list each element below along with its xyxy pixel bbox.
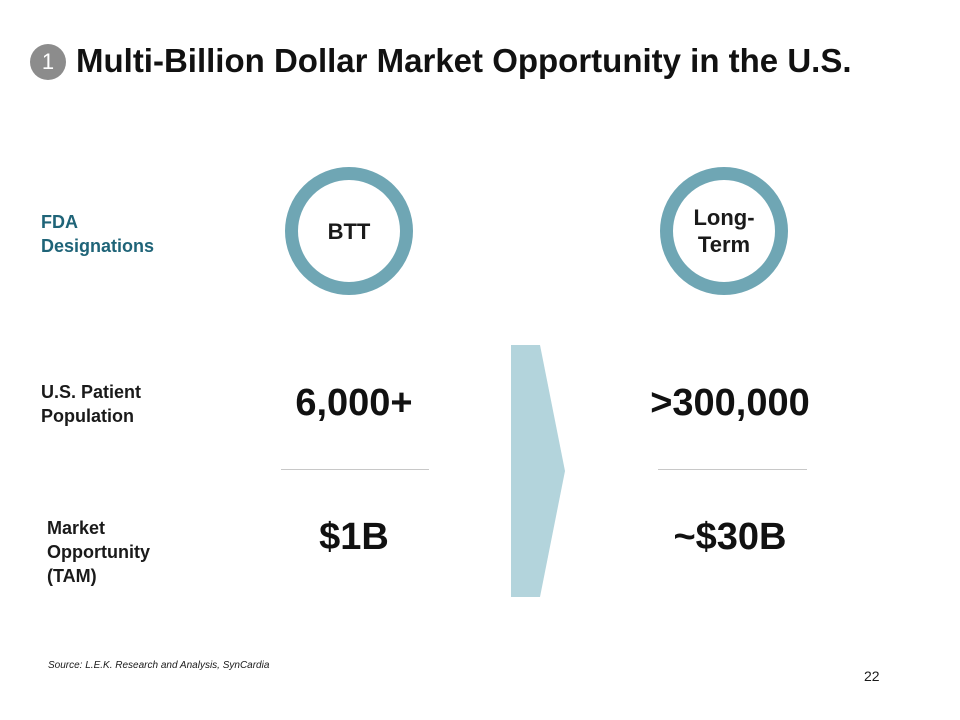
- population-label-line-2: Population: [41, 406, 134, 426]
- tam-label-line-2: Opportunity: [47, 542, 150, 562]
- btt-designation-text: BTT: [327, 218, 371, 244]
- btt-designation-ring: BTT: [285, 167, 413, 295]
- long-term-line-1: Long-: [693, 205, 755, 230]
- right-divider: [658, 469, 807, 470]
- market-opportunity-label: Market Opportunity (TAM): [47, 516, 150, 588]
- source-note: Source: L.E.K. Research and Analysis, Sy…: [48, 660, 270, 671]
- btt-market-value: $1B: [319, 516, 389, 558]
- tam-label-line-1: Market: [47, 518, 106, 538]
- fda-label-line-1: FDA: [41, 212, 78, 232]
- population-label-line-1: U.S. Patient: [41, 382, 142, 402]
- fda-designations-label: FDA Designations: [41, 210, 154, 258]
- slide-title: Multi-Billion Dollar Market Opportunity …: [76, 42, 852, 79]
- chevron-arrow-icon: [511, 345, 565, 597]
- btt-population-value: 6,000+: [295, 382, 413, 424]
- chevron-arrow-shape: [511, 345, 565, 597]
- long-term-market-value: ~$30B: [673, 516, 787, 558]
- long-term-line-2: Term: [697, 232, 751, 257]
- section-number-badge: 1: [30, 44, 66, 80]
- page-number: 22: [864, 668, 880, 684]
- left-divider: [281, 469, 429, 470]
- long-term-designation-ring: Long- Term: [660, 167, 788, 295]
- long-term-population-value: >300,000: [650, 382, 810, 424]
- tam-label-line-3: (TAM): [47, 566, 97, 586]
- patient-population-label: U.S. Patient Population: [41, 380, 141, 428]
- long-term-designation-text: Long- Term: [693, 204, 754, 258]
- fda-label-line-2: Designations: [41, 236, 155, 256]
